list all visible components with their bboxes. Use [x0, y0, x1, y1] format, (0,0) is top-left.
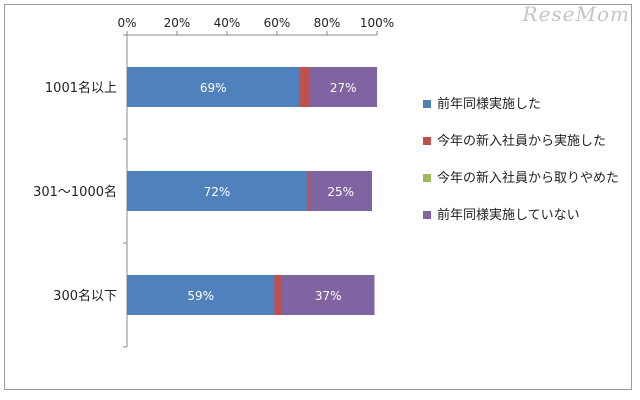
legend: 前年同様実施した 今年の新入社員から実施した 今年の新入社員から取りやめた 前年…	[423, 95, 628, 243]
watermark-logo: ReseMom	[522, 2, 630, 26]
legend-item-2: 今年の新入社員から取りやめた	[423, 169, 628, 188]
legend-item-0: 前年同様実施した	[423, 95, 628, 114]
bar-segment	[127, 171, 307, 211]
legend-item-3: 前年同様実施していない	[423, 206, 628, 225]
x-tick-label: 20%	[164, 16, 191, 30]
category-label: 300名以下	[53, 288, 117, 304]
legend-label-1: 今年の新入社員から実施した	[437, 134, 607, 149]
x-tick-label: 100%	[360, 16, 394, 30]
x-tick-label: 0%	[117, 16, 136, 30]
x-tick-label: 60%	[264, 16, 291, 30]
legend-label-0: 前年同様実施した	[437, 97, 542, 112]
chart-frame: 0% 20% 40% 60% 80% 100% 1001名以上 69% 27% 301～1000名…	[4, 4, 632, 390]
legend-item-1: 今年の新入社員から実施した	[423, 132, 628, 151]
bar-segment	[127, 275, 275, 315]
legend-swatch-3	[423, 211, 431, 219]
bar-data-label: 72%	[204, 185, 231, 199]
legend-swatch-0	[423, 100, 431, 108]
bar-segment	[307, 171, 310, 211]
bar-segment	[309, 67, 377, 107]
legend-swatch-1	[423, 137, 431, 145]
bar-segment	[282, 275, 375, 315]
x-tick-label: 80%	[314, 16, 341, 30]
bar-segment	[309, 171, 372, 211]
category-label: 301～1000名	[33, 184, 117, 200]
x-tick-label: 40%	[214, 16, 241, 30]
chart-plot: 0% 20% 40% 60% 80% 100% 1001名以上 69% 27% 301～1000名…	[33, 16, 394, 348]
bar-segment	[274, 275, 282, 315]
category-label: 1001名以上	[45, 80, 117, 96]
bar-segment	[299, 67, 310, 107]
bar-data-label: 37%	[315, 289, 342, 303]
bar-data-label: 69%	[200, 81, 227, 95]
legend-label-3: 前年同様実施していない	[437, 208, 580, 223]
legend-swatch-2	[423, 174, 431, 182]
bar-segment	[127, 67, 300, 107]
bar-data-label: 25%	[327, 185, 354, 199]
bar-data-label: 59%	[187, 289, 214, 303]
bar-data-label: 27%	[330, 81, 357, 95]
legend-label-2: 今年の新入社員から取りやめた	[437, 171, 620, 186]
